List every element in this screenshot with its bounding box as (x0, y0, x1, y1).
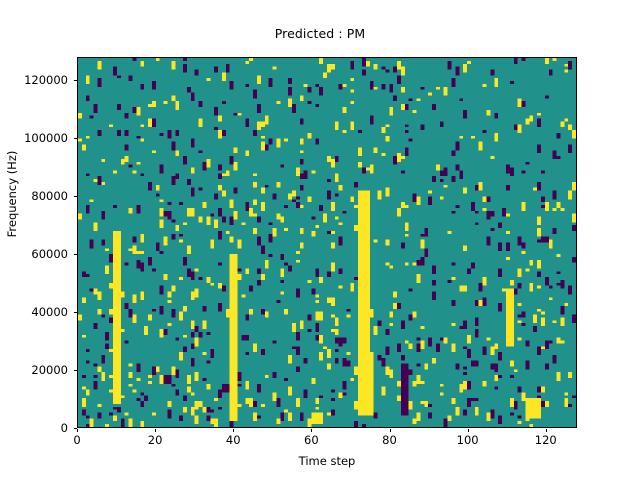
x-tick-mark (233, 428, 235, 432)
y-tick-mark (73, 196, 77, 198)
x-tick-mark (389, 428, 391, 432)
x-tick-label: 40 (225, 433, 241, 447)
x-axis-label: Time step (298, 454, 356, 468)
x-tick-mark (545, 428, 547, 432)
y-tick-mark (73, 254, 77, 256)
y-tick-label: 120000 (24, 73, 68, 88)
x-tick-label: 0 (73, 433, 81, 447)
x-tick-label: 120 (534, 433, 557, 447)
y-tick-mark (73, 370, 77, 372)
y-tick-label: 0 (60, 421, 68, 435)
y-tick-label: 60000 (31, 247, 68, 262)
y-tick-mark (73, 312, 77, 314)
heatmap-image (78, 58, 576, 427)
y-tick-mark (73, 138, 77, 140)
x-tick-mark (77, 428, 78, 432)
x-tick-mark (311, 428, 313, 432)
heatmap-plot-area (77, 57, 577, 428)
x-tick-mark (467, 428, 469, 432)
y-tick-label: 40000 (31, 305, 68, 320)
chart-title: Predicted : PM (274, 26, 366, 41)
y-tick-mark (73, 80, 77, 82)
x-tick-label: 100 (456, 433, 479, 447)
y-tick-label: 100000 (24, 131, 68, 146)
y-axis-tick-labels: 0 20000 40000 60000 80000 100000 120000 (0, 57, 68, 435)
x-tick-mark (155, 428, 157, 432)
y-tick-label: 20000 (31, 363, 68, 378)
x-tick-label: 80 (382, 433, 397, 447)
x-tick-label: 20 (147, 433, 163, 447)
y-tick-mark (73, 428, 77, 429)
x-tick-label: 60 (304, 433, 319, 447)
y-tick-label: 80000 (31, 189, 68, 204)
x-axis-tick-labels: 0 20 40 60 80 100 120 (73, 433, 577, 449)
